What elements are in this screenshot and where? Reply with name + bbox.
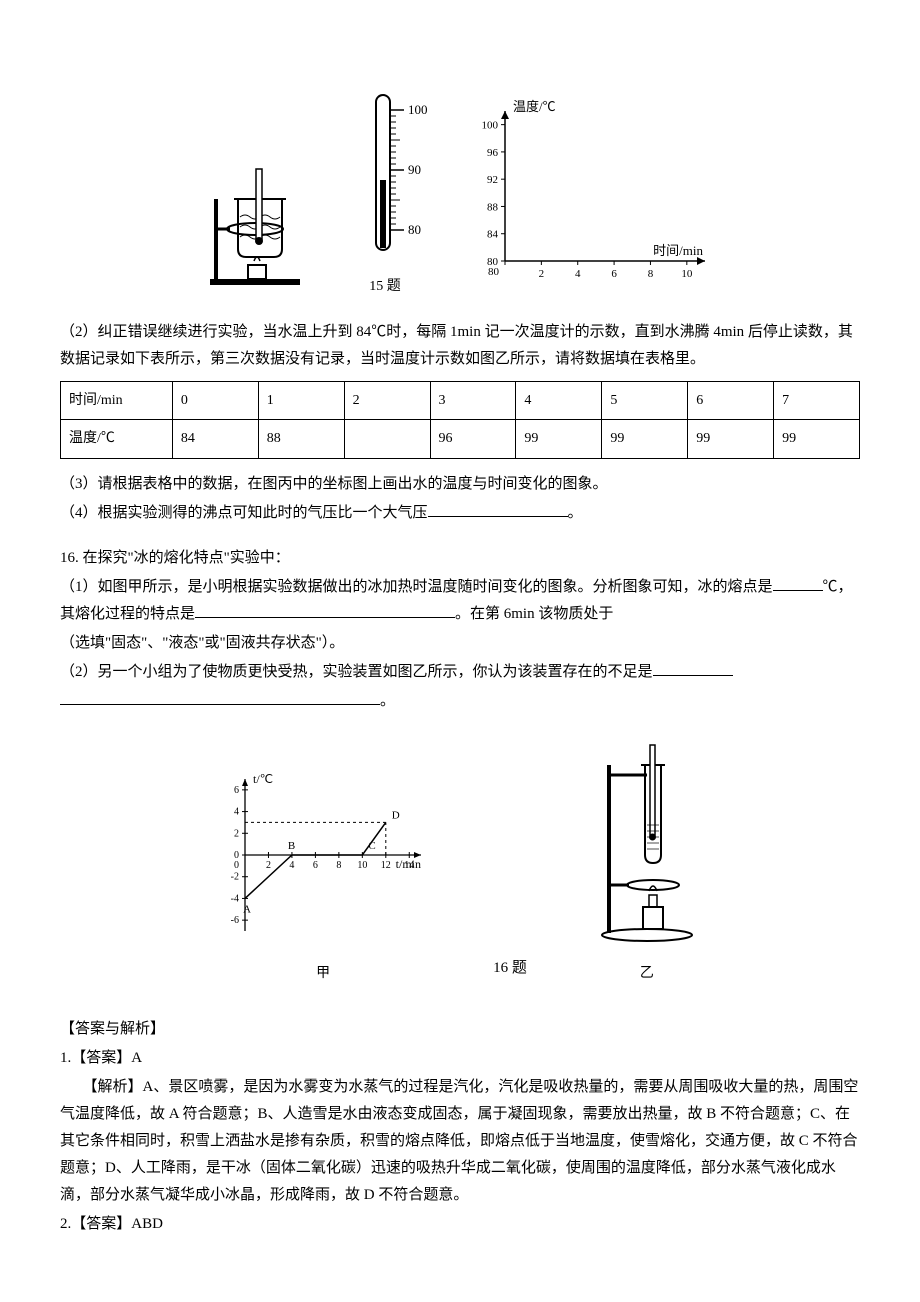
q16-p2a: （2）另一个小组为了使物质更快受热，实验装置如图乙所示，你认为该装置存在的不足是 bbox=[60, 664, 653, 680]
q16-p2-cont: 。 bbox=[60, 688, 860, 715]
table-header-cell: 6 bbox=[688, 382, 774, 420]
table-header-cell: 2 bbox=[344, 382, 430, 420]
q16-title: 16. 在探究"冰的熔化特点"实验中： bbox=[60, 545, 860, 572]
q15-chart: 808488929610024681080温度/℃时间/min bbox=[460, 99, 720, 299]
q15-p4: （4）根据实验测得的沸点可知此时的气压比一个大气压 。 bbox=[60, 500, 860, 527]
table-cell: 84 bbox=[172, 420, 258, 458]
q16-p2: （2）另一个小组为了使物质更快受热，实验装置如图乙所示，你认为该装置存在的不足是 bbox=[60, 659, 860, 686]
blank-meltpoint[interactable] bbox=[773, 575, 823, 591]
svg-text:88: 88 bbox=[487, 202, 499, 214]
answers: 【答案与解析】 1.【答案】A 【解析】A、景区喷雾，是因为水雾变为水蒸气的过程… bbox=[60, 1016, 860, 1238]
q16-p2b: 。 bbox=[380, 693, 395, 709]
table-cell: 温度/℃ bbox=[61, 420, 173, 458]
q16-p1d: （选填"固态"、"液态"或"固液共存状态"）。 bbox=[60, 630, 860, 657]
thermometer-svg: 100 90 80 bbox=[330, 90, 440, 260]
q15-chart-svg: 808488929610024681080温度/℃时间/min bbox=[460, 99, 720, 289]
svg-text:10: 10 bbox=[357, 860, 367, 871]
table-cell: 96 bbox=[430, 420, 516, 458]
svg-text:4: 4 bbox=[234, 806, 239, 817]
apparatus-figure bbox=[200, 139, 310, 299]
svg-text:84: 84 bbox=[487, 229, 499, 241]
svg-text:12: 12 bbox=[381, 860, 391, 871]
table-header-cell: 4 bbox=[516, 382, 602, 420]
svg-text:B: B bbox=[288, 840, 295, 852]
svg-text:4: 4 bbox=[575, 268, 581, 280]
svg-text:A: A bbox=[243, 903, 251, 915]
table-cell: 99 bbox=[602, 420, 688, 458]
q16-p1: （1）如图甲所示，是小明根据实验数据做出的冰加热时温度随时间变化的图象。分析图象… bbox=[60, 574, 860, 628]
svg-text:4: 4 bbox=[290, 860, 295, 871]
svg-text:6: 6 bbox=[313, 860, 318, 871]
svg-text:0: 0 bbox=[234, 860, 239, 871]
table-header-cell: 3 bbox=[430, 382, 516, 420]
q15-figure-row: 100 90 80 15 题 80 84 88 92 96 100 2 4 6 8 10 80 温度/℃ 时间… bbox=[60, 90, 860, 299]
svg-text:10: 10 bbox=[681, 268, 693, 280]
svg-text:t/℃: t/℃ bbox=[253, 772, 273, 786]
q15-table: 时间/min01234567温度/℃84889699999999 bbox=[60, 381, 860, 458]
svg-text:温度/℃: 温度/℃ bbox=[513, 99, 556, 114]
table-cell: 99 bbox=[688, 420, 774, 458]
svg-text:D: D bbox=[392, 809, 400, 821]
q16: 16. 在探究"冰的熔化特点"实验中： （1）如图甲所示，是小明根据实验数据做出… bbox=[60, 545, 860, 986]
q15-p4b: 。 bbox=[568, 505, 583, 521]
svg-text:-4: -4 bbox=[231, 893, 239, 904]
svg-text:6: 6 bbox=[611, 268, 617, 280]
table-header-cell: 5 bbox=[602, 382, 688, 420]
blank-deficiency-2[interactable] bbox=[60, 689, 380, 705]
table-cell: 88 bbox=[258, 420, 344, 458]
svg-text:C: C bbox=[368, 840, 375, 852]
svg-text:80: 80 bbox=[408, 222, 421, 237]
svg-text:-6: -6 bbox=[231, 915, 239, 926]
table-header-cell: 7 bbox=[774, 382, 860, 420]
svg-text:92: 92 bbox=[487, 174, 498, 186]
blank-feature[interactable] bbox=[195, 602, 455, 618]
table-header-cell: 时间/min bbox=[61, 382, 173, 420]
svg-text:-2: -2 bbox=[231, 871, 239, 882]
thermometer-figure: 100 90 80 15 题 bbox=[330, 90, 440, 299]
q15-p2: （2）纠正错误继续进行实验，当水温上升到 84℃时，每隔 1min 记一次温度计… bbox=[60, 319, 860, 373]
svg-text:96: 96 bbox=[487, 147, 499, 159]
blank-pressure[interactable] bbox=[428, 501, 568, 517]
svg-text:80: 80 bbox=[488, 266, 500, 278]
table-cell: 99 bbox=[774, 420, 860, 458]
svg-text:6: 6 bbox=[234, 784, 239, 795]
table-cell bbox=[344, 420, 430, 458]
table-cell: 99 bbox=[516, 420, 602, 458]
q16-caption-left: 甲 bbox=[213, 961, 433, 986]
q15-p3: （3）请根据表格中的数据，在图丙中的坐标图上画出水的温度与时间变化的图象。 bbox=[60, 471, 860, 498]
q16-p1a: （1）如图甲所示，是小明根据实验数据做出的冰加热时温度随时间变化的图象。分析图象… bbox=[60, 579, 773, 595]
svg-text:8: 8 bbox=[648, 268, 654, 280]
q16-caption-right: 乙 bbox=[587, 961, 707, 986]
q16-figure-row: -6-4-202462468101214t/℃t/min0ABCD 甲 16 题 bbox=[60, 735, 860, 986]
blank-deficiency-1[interactable] bbox=[653, 660, 733, 676]
svg-text:100: 100 bbox=[482, 120, 499, 132]
svg-text:2: 2 bbox=[539, 268, 545, 280]
answer-1-exp: 【解析】A、景区喷雾，是因为水雾变为水蒸气的过程是汽化，汽化是吸收热量的，需要从… bbox=[60, 1074, 860, 1209]
q15-caption: 15 题 bbox=[330, 274, 440, 299]
q16-apparatus-wrap: 乙 bbox=[587, 735, 707, 986]
table-header-cell: 0 bbox=[172, 382, 258, 420]
answer-2-head: 2.【答案】ABD bbox=[60, 1211, 860, 1238]
q16-caption-center: 16 题 bbox=[493, 955, 527, 986]
q16-chart-svg: -6-4-202462468101214t/℃t/min0ABCD bbox=[213, 765, 433, 945]
answer-1-head: 1.【答案】A bbox=[60, 1045, 860, 1072]
svg-text:t/min: t/min bbox=[396, 857, 421, 871]
table-header-cell: 1 bbox=[258, 382, 344, 420]
q16-chart-wrap: -6-4-202462468101214t/℃t/min0ABCD 甲 bbox=[213, 765, 433, 986]
svg-text:8: 8 bbox=[336, 860, 341, 871]
q16-apparatus-svg bbox=[587, 735, 707, 945]
q15-p4a: （4）根据实验测得的沸点可知此时的气压比一个大气压 bbox=[60, 505, 428, 521]
svg-text:2: 2 bbox=[266, 860, 271, 871]
svg-text:100: 100 bbox=[408, 102, 428, 117]
svg-text:2: 2 bbox=[234, 828, 239, 839]
svg-text:90: 90 bbox=[408, 162, 421, 177]
q16-p1c: 。在第 6min 该物质处于 bbox=[455, 606, 613, 622]
svg-text:时间/min: 时间/min bbox=[653, 243, 703, 258]
apparatus-svg bbox=[200, 139, 310, 289]
answers-heading: 【答案与解析】 bbox=[60, 1016, 860, 1043]
